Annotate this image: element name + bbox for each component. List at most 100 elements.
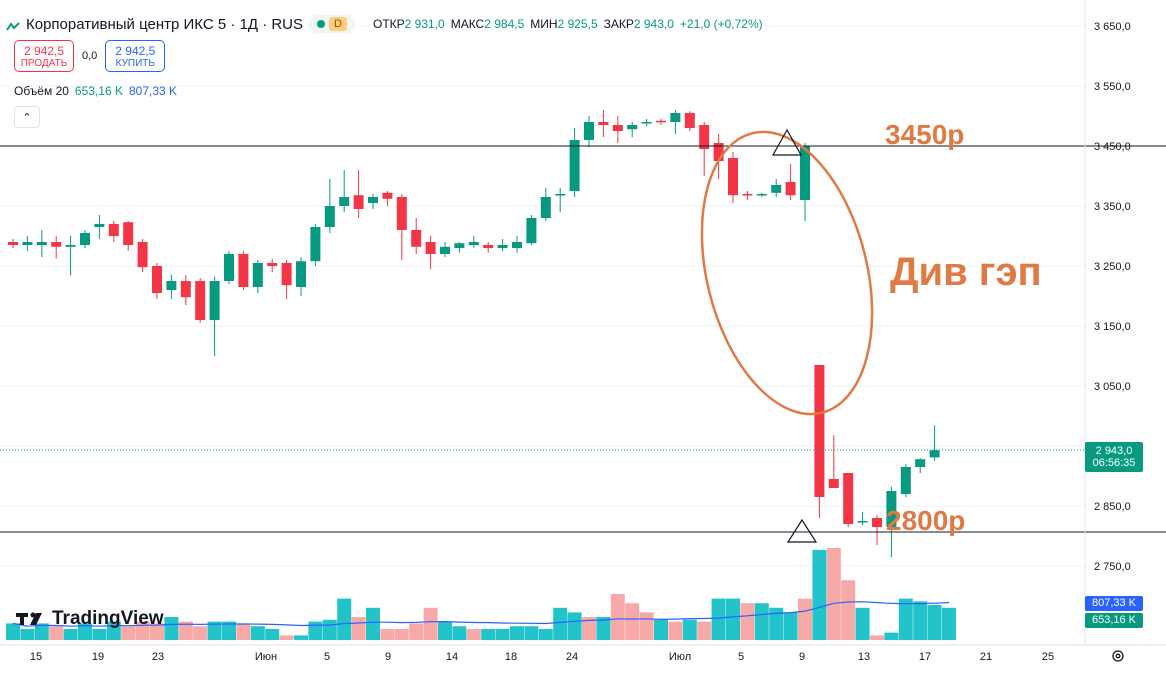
x-tick-label: 15 (30, 651, 42, 663)
volume-bar (841, 580, 856, 640)
open-label: ОТКР (372, 17, 405, 31)
last-price-value: 2 943,0 (1095, 445, 1133, 457)
annotation-3450: 3450р (885, 119, 964, 150)
market-status-pill[interactable]: D (309, 15, 355, 33)
y-tick-label: 3 050,0 (1094, 381, 1131, 393)
candle-body (411, 230, 422, 247)
candle-body (656, 120, 666, 123)
low-value: 2 925,5 (557, 17, 598, 31)
buy-button[interactable]: 2 942,5 КУПИТЬ (105, 40, 166, 72)
volume-bar (783, 612, 798, 640)
candle-body (51, 242, 62, 247)
candle-body (742, 194, 753, 196)
volume-bar (78, 623, 92, 640)
x-tick-label: 21 (980, 651, 992, 663)
tradingview-logo-text: TradingView (52, 608, 164, 629)
close-value: 2 943,0 (633, 17, 674, 31)
volume-bar (711, 598, 726, 640)
collapse-legend-button[interactable]: ⌃ (14, 106, 40, 128)
candle-body (296, 261, 306, 287)
volume-bar (697, 621, 712, 640)
volume-bars (6, 548, 956, 640)
candle-body (195, 281, 206, 320)
candle-body (94, 224, 105, 227)
volume-bar (452, 626, 467, 640)
volume-bar (754, 603, 769, 640)
triangle-marker-top[interactable] (771, 128, 803, 156)
volume-tag-value: 653,16 K (1091, 614, 1137, 626)
symbol-title[interactable]: Корпоративный центр ИКС 5 · 1Д · RUS (26, 15, 304, 33)
volume-bar (740, 603, 755, 640)
buy-label: КУПИТЬ (115, 57, 155, 69)
x-tick-label: 19 (92, 651, 104, 663)
x-tick-label: 9 (385, 651, 391, 663)
candle-body (555, 194, 566, 196)
volume-bar (596, 617, 611, 640)
x-tick-label: 5 (738, 651, 744, 663)
candle-body (627, 125, 638, 130)
volume-bar (351, 617, 366, 640)
candle-body (843, 473, 854, 524)
volume-bar (668, 621, 683, 640)
last-price-tag: 2 943,0 06:56:35 (1085, 442, 1143, 472)
y-tick-label: 3 350,0 (1094, 201, 1131, 213)
x-tick-label: 9 (799, 651, 805, 663)
volume-bar (135, 621, 150, 640)
candle-body (36, 242, 47, 245)
y-tick-label: 3 250,0 (1094, 261, 1131, 273)
volume-legend[interactable]: Объём 20 653,16 K 807,33 K (14, 84, 177, 98)
tradingview-logo[interactable]: TradingView (16, 608, 164, 630)
x-tick-label: 24 (566, 651, 578, 663)
candle-body (353, 195, 364, 209)
candle-body (900, 467, 911, 494)
candle-body (108, 224, 119, 236)
volume-bar (150, 623, 164, 640)
y-axis: 3 650,0 3 550,0 3 450,0 3 350,0 3 250,0 3 150… (1094, 21, 1131, 573)
candles (8, 110, 940, 557)
settings-gear-icon[interactable] (1110, 648, 1126, 664)
delayed-badge: D (329, 17, 347, 31)
x-axis: 15 19 23 Июн 5 9 14 18 24 Июл 5 9 13 17 21 25 (30, 651, 1054, 663)
bar-countdown: 06:56:35 (1092, 457, 1136, 469)
volume-bar (553, 607, 568, 640)
volume-bar (798, 598, 812, 640)
volume-bar (913, 601, 928, 640)
x-tick-label: 13 (858, 651, 870, 663)
volume-bar (610, 594, 625, 640)
candle-body (540, 197, 551, 218)
x-tick-label: 14 (446, 651, 458, 663)
candle-body (267, 263, 278, 266)
annotation-2800: 2800р (886, 505, 965, 536)
candle-body (915, 459, 926, 467)
spread-value: 0,0 (82, 50, 98, 62)
close-label: ЗАКР (603, 17, 634, 31)
volume-bar (438, 621, 452, 640)
y-axis-grid (0, 25, 1085, 567)
high-label: МАКС (450, 17, 485, 31)
candle-body (454, 243, 465, 248)
candle-body (425, 242, 436, 254)
gap-ellipse[interactable] (675, 114, 900, 432)
sell-button[interactable]: 2 942,5 ПРОДАТЬ (14, 40, 74, 72)
volume-bar (193, 626, 208, 640)
y-tick-label: 3 550,0 (1094, 81, 1131, 93)
volume-bar (164, 617, 179, 640)
volume-bar (495, 628, 510, 640)
volume-bar (538, 628, 553, 640)
volume-bar (625, 603, 640, 640)
volume-bar (6, 623, 20, 640)
volume-legend-label: Объём 20 (14, 84, 69, 98)
candle-body (209, 281, 220, 320)
y-tick-label: 3 450,0 (1094, 141, 1131, 153)
volume-tag: 653,16 K (1085, 613, 1143, 628)
volume-bar (121, 626, 136, 640)
buy-price: 2 942,5 (115, 43, 156, 58)
volume-bar (654, 619, 668, 640)
triangle-marker-bottom[interactable] (786, 518, 818, 543)
volume-bar (898, 598, 913, 640)
candle-body (584, 122, 594, 140)
volume-bar (870, 635, 884, 640)
candle-body (224, 254, 234, 281)
chevron-up-icon: ⌃ (22, 111, 32, 124)
